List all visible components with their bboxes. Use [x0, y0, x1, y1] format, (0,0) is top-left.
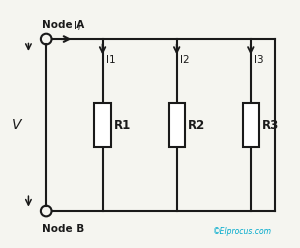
Bar	[243, 103, 259, 147]
Text: I3: I3	[254, 55, 264, 65]
Text: Node B: Node B	[42, 224, 84, 234]
Text: I2: I2	[180, 55, 190, 65]
Text: R1: R1	[114, 119, 131, 131]
Bar	[169, 103, 185, 147]
Bar	[94, 103, 111, 147]
Text: R2: R2	[188, 119, 205, 131]
Text: I$_T$: I$_T$	[73, 19, 83, 32]
Text: I1: I1	[106, 55, 116, 65]
Text: R3: R3	[262, 119, 279, 131]
Text: ©Elprocus.com: ©Elprocus.com	[213, 227, 272, 236]
Text: Node A: Node A	[42, 20, 84, 30]
Text: V: V	[12, 118, 21, 132]
